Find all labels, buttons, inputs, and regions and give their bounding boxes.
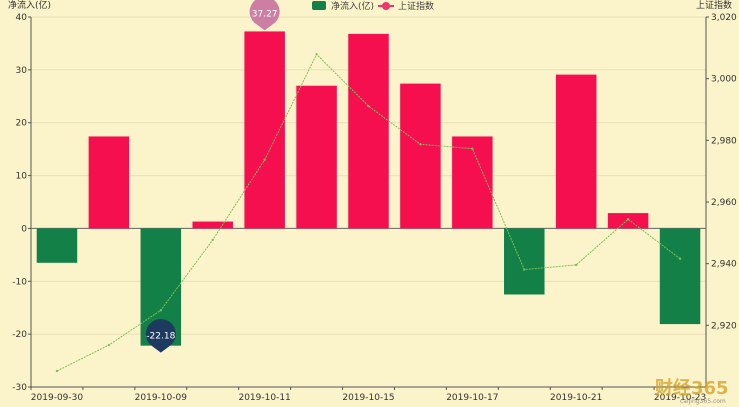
- bar[interactable]: [192, 221, 233, 229]
- line-point[interactable]: [263, 158, 266, 161]
- pin-label: 37.27: [252, 9, 278, 19]
- line-point[interactable]: [367, 104, 370, 108]
- line-point[interactable]: [523, 268, 526, 271]
- x-tick-label: 2019-09-30: [31, 393, 84, 403]
- watermark-url: caijing365.com: [680, 398, 726, 405]
- max-value-pin: 37.27: [249, 0, 280, 31]
- pin-shape: [249, 0, 280, 31]
- legend-label-bar: 净流入(亿): [331, 0, 374, 12]
- bar[interactable]: [88, 136, 130, 229]
- y-right-tick-label: 2,940: [711, 260, 737, 270]
- y-right-tick-label: 3,020: [711, 13, 737, 23]
- line-point[interactable]: [159, 309, 163, 312]
- bar[interactable]: [244, 31, 285, 229]
- pin-shape: [145, 318, 176, 353]
- x-tick-label: 2019-10-15: [342, 393, 394, 403]
- y-right-tick-label: 3,000: [711, 75, 737, 85]
- y-left-tick-label: 40: [16, 13, 28, 23]
- y-left-tick-label: 0: [21, 224, 27, 234]
- x-tick-label: 2019-10-09: [135, 393, 188, 403]
- line-point[interactable]: [626, 218, 630, 221]
- y-left-tick-label: 20: [16, 119, 28, 129]
- bar[interactable]: [607, 213, 649, 229]
- line-point[interactable]: [574, 263, 578, 267]
- y-left-tick-label: -30: [12, 383, 27, 393]
- y-left-tick-label: -20: [12, 330, 27, 340]
- legend-swatch-dot: [382, 2, 390, 10]
- x-tick-label: 2019-10-17: [446, 393, 498, 403]
- bar[interactable]: [296, 85, 337, 229]
- annotations: 37.27 -22.18: [145, 0, 280, 353]
- y-left-tick-label: -10: [12, 277, 27, 287]
- bar[interactable]: [555, 74, 597, 229]
- line-point[interactable]: [211, 238, 214, 242]
- y-right-axis-title: 上证指数: [696, 0, 732, 11]
- x-tick-label: 2019-10-23: [654, 393, 706, 403]
- bar[interactable]: [504, 228, 545, 295]
- y-right-tick-label: 2,960: [711, 198, 737, 208]
- y-right-tick-label: 2,980: [711, 136, 737, 146]
- legend-swatch-bar: [312, 1, 326, 10]
- x-tick-label: 2019-10-11: [238, 393, 290, 403]
- bar-series: [36, 31, 701, 346]
- line-series: [55, 53, 682, 373]
- y-left-tick-label: 30: [16, 66, 28, 76]
- line-point[interactable]: [471, 147, 474, 150]
- line-point[interactable]: [107, 343, 111, 347]
- min-value-pin: -22.18: [145, 318, 176, 353]
- tick-labels: 40 30 20 10 0 -10 -20 -30 3,020 3,000 2,980 2,960 2,…: [12, 13, 737, 403]
- bar[interactable]: [659, 228, 701, 325]
- x-tick-label: 2019-10-21: [550, 393, 602, 403]
- bar[interactable]: [452, 136, 493, 229]
- line-point[interactable]: [419, 143, 422, 146]
- bar[interactable]: [36, 228, 78, 263]
- line-point[interactable]: [678, 257, 682, 260]
- watermark: 财经365 caijing365.com: [655, 377, 729, 405]
- watermark-brand: 财经365: [655, 377, 729, 399]
- bar[interactable]: [400, 83, 441, 229]
- y-left-tick-label: 10: [16, 172, 28, 182]
- legend-label-line: 上证指数: [398, 0, 434, 12]
- line-point[interactable]: [55, 369, 59, 373]
- y-right-tick-label: 2,920: [711, 321, 737, 331]
- line-point[interactable]: [315, 53, 318, 56]
- bar[interactable]: [348, 33, 389, 229]
- pin-label: -22.18: [146, 332, 175, 342]
- legend[interactable]: 净流入(亿) 上证指数: [312, 0, 434, 12]
- y-left-axis-title: 净流入(亿): [8, 0, 51, 11]
